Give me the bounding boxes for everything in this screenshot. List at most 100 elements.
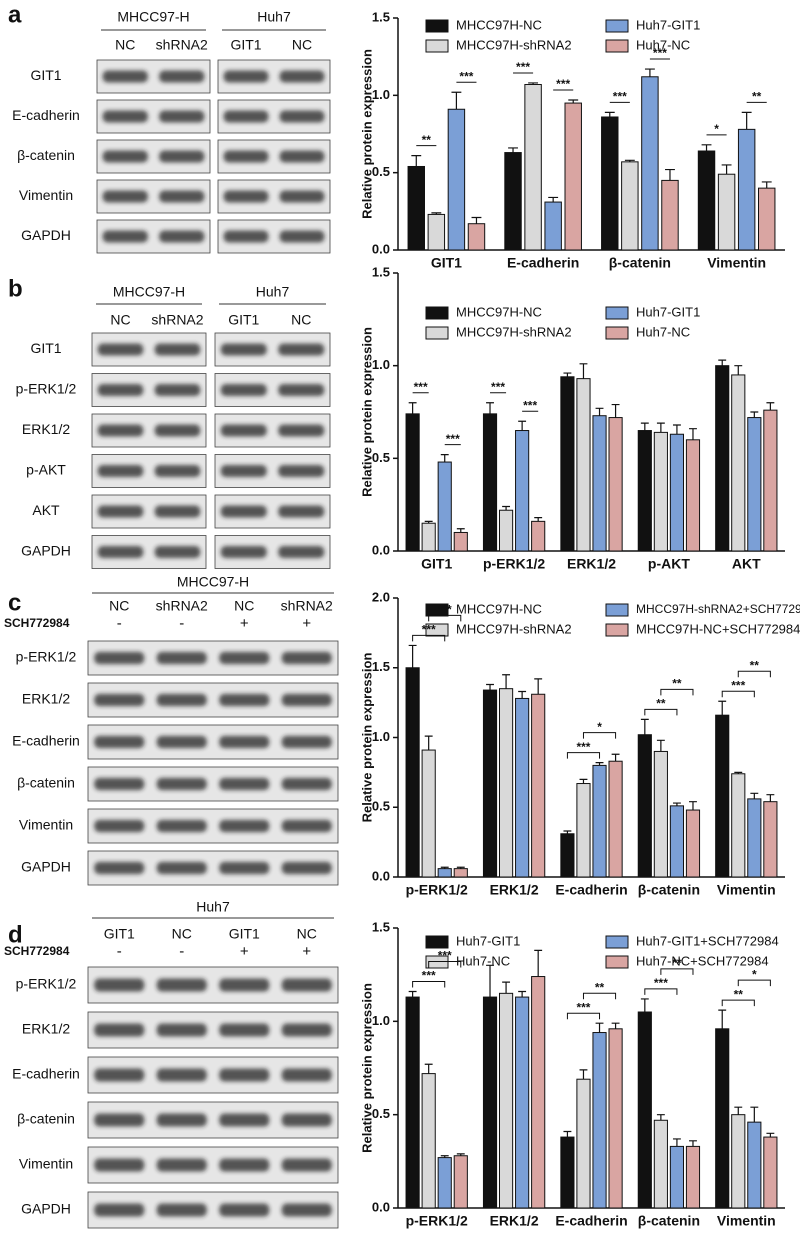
error-bar bbox=[451, 91, 462, 110]
bar bbox=[576, 783, 591, 878]
band bbox=[219, 978, 270, 992]
y-tick-label: 0.5 bbox=[372, 799, 390, 814]
legend-label: MHCC97H-shRNA2+SCH772984 bbox=[636, 602, 800, 616]
significance-bracket bbox=[566, 752, 601, 759]
band bbox=[279, 70, 325, 83]
error-bar bbox=[424, 520, 433, 524]
error-bar bbox=[750, 411, 759, 418]
error-bar bbox=[718, 700, 727, 716]
band bbox=[219, 819, 270, 833]
band bbox=[94, 861, 145, 875]
bar bbox=[576, 1078, 591, 1209]
band bbox=[154, 505, 201, 518]
legend-swatch bbox=[425, 39, 449, 53]
error-bar bbox=[534, 949, 543, 977]
error-bar bbox=[718, 1009, 727, 1029]
band bbox=[279, 110, 325, 123]
error-bar bbox=[568, 99, 579, 104]
band bbox=[223, 190, 269, 203]
band bbox=[281, 978, 332, 992]
legend-swatch bbox=[425, 603, 449, 617]
band bbox=[156, 777, 207, 791]
band bbox=[219, 1158, 270, 1172]
legend-label: MHCC97H-NC bbox=[456, 17, 542, 32]
bar bbox=[498, 992, 514, 1209]
error-bar bbox=[766, 794, 775, 802]
row-label: Vimentin bbox=[19, 187, 73, 203]
bar bbox=[427, 213, 446, 251]
band bbox=[102, 190, 148, 203]
band bbox=[94, 1023, 145, 1037]
error-bar bbox=[408, 990, 417, 998]
band bbox=[281, 777, 332, 791]
band bbox=[278, 343, 325, 356]
y-tick-label: 1.5 bbox=[372, 9, 390, 24]
significance-label: *** bbox=[576, 1000, 590, 1014]
band bbox=[278, 424, 325, 437]
band bbox=[223, 70, 269, 83]
band bbox=[219, 1113, 270, 1127]
row-label: p-ERK1/2 bbox=[16, 976, 77, 992]
band bbox=[220, 384, 267, 396]
significance-label: * bbox=[597, 720, 602, 734]
band bbox=[219, 1068, 270, 1082]
band bbox=[219, 735, 270, 749]
significance-label: ** bbox=[422, 133, 432, 147]
band bbox=[223, 150, 269, 163]
error-bar bbox=[672, 424, 681, 435]
band bbox=[154, 465, 201, 477]
row-label: GAPDH bbox=[21, 543, 71, 559]
significance-bracket bbox=[644, 988, 678, 995]
legend-label: Huh7-GIT1 bbox=[456, 933, 520, 948]
band bbox=[156, 1203, 207, 1217]
bar bbox=[482, 689, 498, 878]
error-bar bbox=[440, 1155, 449, 1158]
bar bbox=[453, 868, 468, 878]
row-label: E-cadherin bbox=[12, 733, 80, 749]
row-label: GAPDH bbox=[21, 859, 71, 875]
band bbox=[156, 735, 207, 749]
bar bbox=[531, 693, 546, 878]
legend-label: Huh7-GIT1+SCH772984 bbox=[636, 933, 779, 948]
error-bar bbox=[766, 1132, 775, 1138]
treatment-sign: + bbox=[302, 615, 311, 632]
bar bbox=[576, 378, 591, 552]
significance-bracket bbox=[660, 968, 694, 975]
lane-label: shRNA2 bbox=[156, 598, 208, 614]
legend-label: MHCC97H-NC bbox=[456, 304, 542, 319]
x-tick-label: Vimentin bbox=[717, 1213, 776, 1229]
error-bar bbox=[424, 735, 433, 751]
x-tick-label: E-cadherin bbox=[555, 882, 627, 898]
bar bbox=[747, 1121, 762, 1209]
treatment-sign: + bbox=[240, 943, 249, 960]
y-tick-label: 1.5 bbox=[372, 919, 390, 934]
error-bar bbox=[656, 739, 665, 752]
error-bar bbox=[534, 517, 543, 522]
x-tick-label: β-catenin bbox=[638, 882, 700, 898]
bar bbox=[564, 102, 582, 251]
bar bbox=[737, 128, 756, 251]
bar bbox=[498, 688, 514, 878]
legend-swatch bbox=[425, 955, 449, 969]
band bbox=[159, 230, 205, 243]
y-tick-label: 1.0 bbox=[372, 729, 390, 744]
band bbox=[94, 978, 145, 992]
y-tick-label: 0.0 bbox=[372, 1199, 390, 1214]
band bbox=[281, 1113, 332, 1127]
bar bbox=[685, 809, 701, 878]
bar bbox=[421, 749, 436, 878]
x-tick-label: GIT1 bbox=[421, 556, 452, 572]
x-tick-label: Vimentin bbox=[707, 255, 766, 271]
error-bar bbox=[595, 762, 604, 766]
bar bbox=[437, 1157, 452, 1209]
row-label: E-cadherin bbox=[12, 107, 80, 123]
significance-label: ** bbox=[734, 987, 744, 1001]
treatment-label: SCH772984 bbox=[4, 944, 70, 958]
y-tick-label: 2.0 bbox=[372, 589, 390, 604]
band bbox=[220, 424, 267, 437]
significance-label: ** bbox=[752, 90, 762, 104]
bar bbox=[515, 430, 530, 552]
significance-label: ** bbox=[672, 956, 682, 970]
x-tick-label: ERK1/2 bbox=[490, 882, 539, 898]
